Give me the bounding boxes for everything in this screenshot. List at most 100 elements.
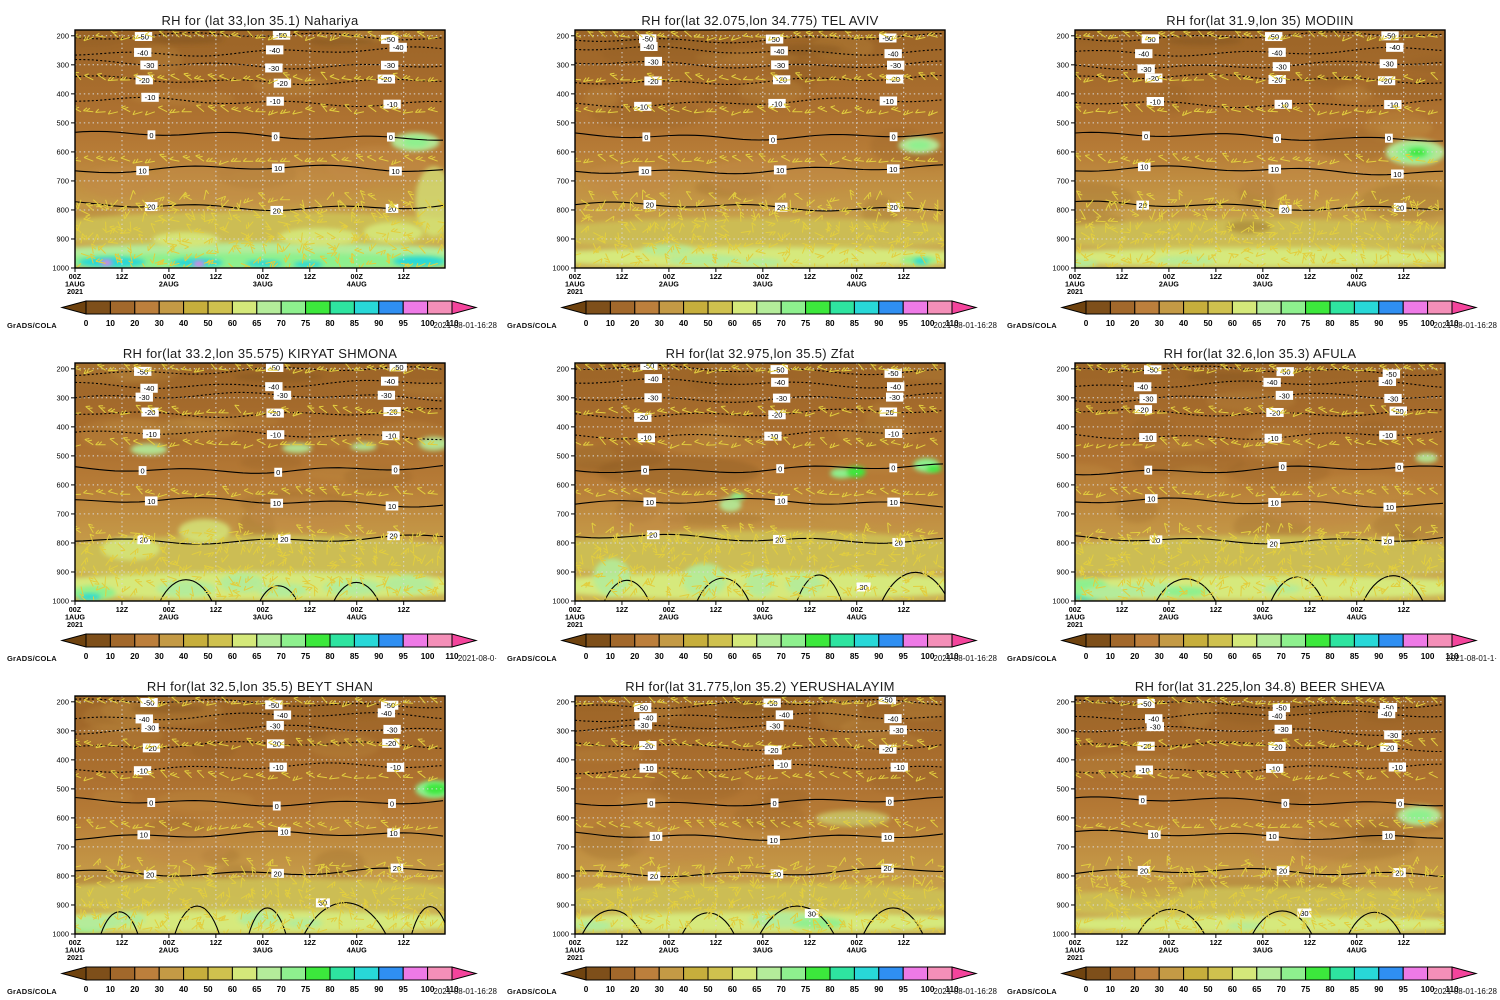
panel-yerushalayim: RH for(lat 31.775,lon 35.2) YERUSHALAYIM… [500, 666, 1000, 999]
svg-text:60: 60 [728, 319, 738, 328]
rh-cross-section-plot: -50-50-50-40-40-40-30-30-30-20-20-20-10-… [552, 362, 978, 661]
svg-text:100: 100 [921, 319, 935, 328]
svg-text:1000: 1000 [552, 930, 569, 939]
svg-text:20: 20 [630, 319, 640, 328]
timestamp: 2021-08-01-16:28 [433, 987, 497, 996]
panel-title: RH for(lat 32.075,lon 34.775) TEL AVIV [641, 13, 879, 28]
timestamp: 2021-08-01-16:28 [933, 654, 997, 663]
svg-text:00Z: 00Z [257, 938, 270, 947]
svg-text:-50: -50 [1145, 35, 1156, 44]
svg-text:50: 50 [203, 652, 213, 661]
svg-text:0: 0 [149, 131, 153, 140]
svg-text:1000: 1000 [1052, 930, 1069, 939]
svg-text:4AUG: 4AUG [347, 946, 367, 955]
svg-text:75: 75 [1301, 319, 1311, 328]
svg-text:0: 0 [1144, 132, 1148, 141]
svg-text:-10: -10 [387, 100, 398, 109]
svg-text:500: 500 [1056, 451, 1069, 460]
svg-text:20: 20 [883, 864, 891, 873]
svg-text:-40: -40 [1267, 378, 1278, 387]
svg-text:-50: -50 [1147, 366, 1158, 375]
svg-text:600: 600 [556, 148, 569, 157]
svg-text:12Z: 12Z [304, 938, 317, 947]
svg-text:95: 95 [399, 652, 409, 661]
temperature-contours: -50-50-50-40-40-40-30-30-30-20-20-20-10-… [575, 32, 944, 212]
svg-text:00Z: 00Z [1163, 938, 1176, 947]
svg-text:-10: -10 [637, 102, 648, 111]
svg-text:50: 50 [203, 985, 213, 994]
svg-text:00Z: 00Z [757, 605, 770, 614]
svg-text:-10: -10 [145, 93, 156, 102]
svg-text:3AUG: 3AUG [1253, 280, 1273, 289]
svg-text:600: 600 [556, 814, 569, 823]
svg-text:20: 20 [773, 870, 781, 879]
svg-text:-40: -40 [1272, 48, 1283, 57]
svg-text:-10: -10 [1269, 764, 1280, 773]
rh-colorbar: 0 10 20 30 40 50 60 65 70 75 80 85 90 95 100 110 [60, 300, 478, 328]
svg-text:800: 800 [1056, 872, 1069, 881]
svg-text:00Z: 00Z [851, 272, 864, 281]
svg-text:12Z: 12Z [1116, 938, 1129, 947]
svg-text:60: 60 [1228, 652, 1238, 661]
svg-text:-40: -40 [779, 711, 790, 720]
svg-text:85: 85 [1350, 319, 1360, 328]
temperature-contours: -50-50-50-40-40-40-30-30-30-20-20-20-10-… [75, 698, 445, 934]
svg-text:900: 900 [1056, 235, 1069, 244]
svg-text:0: 0 [393, 466, 397, 475]
svg-text:80: 80 [325, 319, 335, 328]
axes: 200300400500600700800900100000Z1AUG20211… [552, 695, 946, 962]
panel-title: RH for(lat 32.6,lon 35.3) AFULA [1163, 346, 1357, 361]
svg-text:0: 0 [1141, 796, 1145, 805]
svg-text:-40: -40 [888, 50, 899, 59]
svg-text:-20: -20 [1383, 743, 1394, 752]
svg-text:00Z: 00Z [69, 272, 82, 281]
svg-text:20: 20 [650, 872, 658, 881]
svg-text:2021: 2021 [1067, 620, 1083, 629]
svg-text:40: 40 [1179, 652, 1189, 661]
svg-text:00Z: 00Z [569, 605, 582, 614]
svg-text:60: 60 [228, 319, 238, 328]
wind-barbs [75, 30, 445, 268]
panel-beer-sheva: RH for(lat 31.225,lon 34.8) BEER SHEVA -… [1000, 666, 1500, 999]
svg-text:-40: -40 [1389, 43, 1400, 52]
svg-text:20: 20 [1130, 985, 1140, 994]
rh-field: -50-50-50-40-40-40-30-30-30-20-20-20-10-… [1075, 30, 1445, 268]
svg-text:-30: -30 [648, 57, 659, 66]
rh-colorbar: 0 10 20 30 40 50 60 65 70 75 80 85 90 95 100 110 [1060, 300, 1478, 328]
svg-text:10: 10 [280, 827, 288, 836]
svg-text:0: 0 [584, 985, 589, 994]
wind-barbs [1075, 363, 1445, 601]
svg-text:10: 10 [1393, 170, 1401, 179]
svg-text:00Z: 00Z [351, 272, 364, 281]
svg-text:-30: -30 [1141, 65, 1152, 74]
svg-text:90: 90 [874, 985, 884, 994]
rh-colorbar: 0 10 20 30 40 50 60 65 70 75 80 85 90 95 100 110 [1060, 633, 1478, 661]
svg-text:3AUG: 3AUG [1253, 613, 1273, 622]
svg-text:900: 900 [56, 235, 69, 244]
svg-text:-20: -20 [139, 76, 150, 85]
svg-text:0: 0 [1283, 799, 1287, 808]
svg-text:500: 500 [556, 451, 569, 460]
svg-text:75: 75 [301, 985, 311, 994]
svg-text:-10: -10 [1150, 97, 1161, 106]
svg-text:12Z: 12Z [1116, 605, 1129, 614]
svg-text:-10: -10 [270, 431, 281, 440]
svg-text:1AUG: 1AUG [1065, 613, 1085, 622]
svg-text:700: 700 [1056, 510, 1069, 519]
svg-text:30: 30 [655, 985, 665, 994]
svg-text:70: 70 [777, 652, 787, 661]
svg-text:-50: -50 [882, 34, 893, 43]
svg-text:-50: -50 [642, 35, 653, 44]
svg-text:-20: -20 [648, 77, 659, 86]
svg-text:80: 80 [325, 985, 335, 994]
svg-text:12Z: 12Z [397, 272, 410, 281]
svg-text:110: 110 [445, 319, 459, 328]
svg-text:00Z: 00Z [257, 272, 270, 281]
svg-text:10: 10 [147, 497, 155, 506]
svg-text:00Z: 00Z [351, 938, 364, 947]
svg-text:20: 20 [146, 871, 154, 880]
axes: 200300400500600700800900100000Z1AUG20211… [52, 362, 446, 629]
svg-text:0: 0 [771, 135, 775, 144]
